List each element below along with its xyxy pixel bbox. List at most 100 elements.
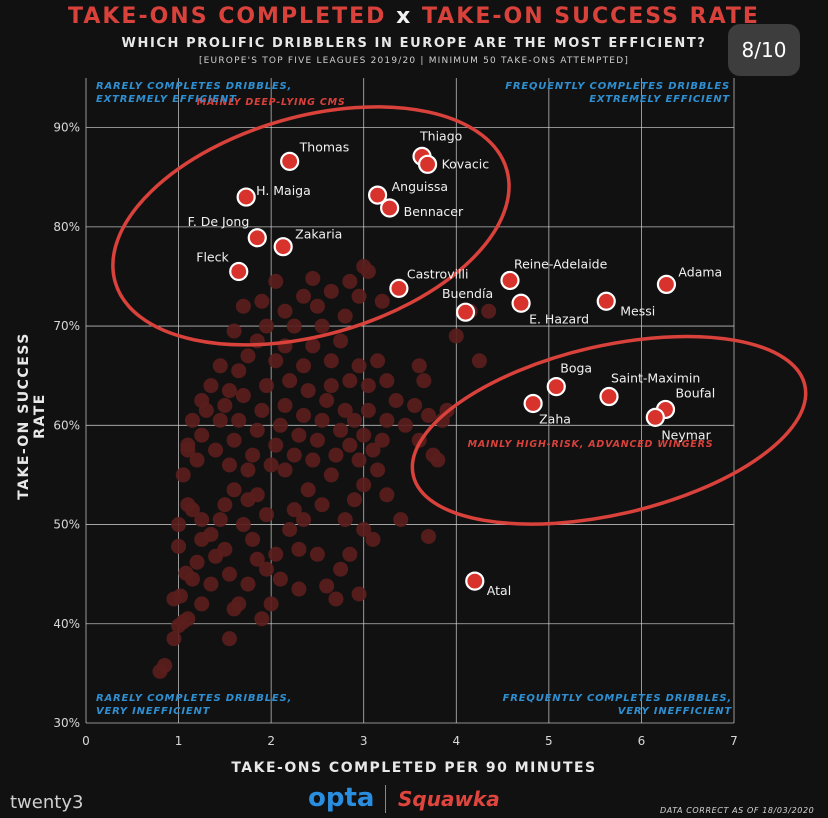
background-player-dot (217, 397, 233, 413)
y-tick-label: 70% (53, 319, 80, 333)
background-player-dot (319, 393, 335, 408)
logo-divider (385, 785, 386, 813)
corner-label-top-right: FREQUENTLY COMPLETES DRIBBLES EXTREMELY … (505, 80, 730, 106)
player-name-label: Messi (620, 303, 655, 318)
background-player-dot (259, 507, 275, 523)
background-player-dot (171, 538, 187, 554)
background-player-dot (407, 397, 423, 413)
background-player-dot (249, 422, 265, 438)
background-player-dot (296, 512, 312, 528)
y-tick-label: 40% (53, 617, 80, 631)
player-name-label: F. De Jong (188, 214, 250, 229)
background-player-dot (337, 512, 353, 528)
player-name-label: Boga (560, 361, 592, 376)
corner-top-left-text: RARELY COMPLETES DRIBBLES, EXTREMELY EFF… (96, 81, 293, 105)
opta-logo: opta (308, 783, 375, 813)
background-player-dot (314, 497, 330, 513)
x-tick-label: 0 (82, 734, 90, 748)
x-tick-label: 5 (545, 734, 553, 748)
highlighted-player-dot (523, 393, 543, 414)
player-name-label: Kovacic (442, 156, 490, 171)
background-player-dot (172, 588, 188, 604)
highlighted-player-dot (546, 377, 566, 397)
background-player-dot (235, 298, 251, 314)
background-player-dot (323, 467, 339, 483)
background-player-dot (286, 502, 302, 518)
background-player-dot (328, 591, 344, 607)
corner-label-bottom-left: RARELY COMPLETES DRIBBLES, VERY INEFFICI… (96, 692, 292, 718)
background-player-dot (416, 373, 432, 389)
background-player-dot (286, 318, 302, 334)
background-player-dot (374, 432, 390, 448)
background-player-dot (448, 328, 464, 344)
background-player-dot (351, 358, 367, 374)
background-player-dot (333, 561, 349, 577)
background-player-dot (194, 393, 210, 408)
background-player-dot (245, 447, 261, 463)
background-player-dot (245, 531, 261, 547)
background-player-dot (240, 576, 256, 592)
background-player-dot (300, 482, 316, 498)
y-tick-label: 60% (53, 418, 80, 432)
twenty3-logo: twenty3 (10, 792, 84, 813)
highlighted-player-dot (389, 278, 409, 298)
background-player-dot (272, 571, 288, 587)
background-player-dot (180, 437, 196, 453)
chart-subtitle: WHICH PROLIFIC DRIBBLERS IN EUROPE ARE T… (121, 36, 707, 51)
background-player-dot (212, 358, 228, 374)
player-name-label: Reine-Adelaide (514, 256, 608, 271)
player-name-label: Fleck (196, 250, 229, 265)
background-player-dot (333, 333, 349, 349)
background-player-dot (212, 512, 228, 528)
background-player-dot (180, 611, 196, 627)
background-player-dot (291, 541, 307, 557)
background-player-dot (231, 596, 247, 612)
background-player-dot (221, 383, 237, 399)
highlighted-player-dot (599, 386, 619, 407)
x-tick-label: 1 (175, 734, 183, 748)
background-player-dot (374, 293, 390, 309)
background-player-dot (351, 586, 367, 602)
background-player-dot (203, 526, 219, 542)
background-player-dot (194, 512, 210, 528)
background-player-dot (277, 303, 293, 319)
data-date-footnote: DATA CORRECT AS OF 18/03/2020 (660, 806, 815, 815)
background-player-dot (342, 273, 358, 289)
highlighted-player-dot (417, 154, 438, 174)
background-player-dot (282, 522, 298, 537)
background-player-dot (171, 517, 187, 533)
background-player-dot (184, 412, 200, 428)
background-player-dot (379, 412, 395, 428)
player-name-label: Atal (487, 583, 511, 598)
background-player-dot (337, 402, 353, 418)
player-name-label: Adama (678, 264, 722, 279)
x-tick-label: 7 (730, 734, 738, 748)
highlighted-player-dot (247, 228, 267, 248)
y-tick-label: 50% (53, 518, 80, 532)
background-player-dot (259, 378, 275, 394)
background-player-dot (235, 517, 251, 533)
background-player-dot (208, 442, 224, 458)
x-axis-label: TAKE-ONS COMPLETED PER 90 MINUTES (231, 760, 597, 776)
x-tick-label: 3 (360, 734, 368, 748)
background-player-dot (342, 546, 358, 562)
background-player-dot (370, 353, 386, 369)
title-part-1: TAKE-ONS COMPLETED (68, 4, 387, 29)
background-player-dot (235, 388, 251, 404)
player-name-label: Bennacer (404, 204, 464, 219)
corner-bottom-right-text: FREQUENTLY COMPLETES DRIBBLES, VERY INEF… (502, 693, 732, 717)
background-player-dot (314, 412, 330, 428)
highlighted-player-dot (273, 237, 293, 257)
player-name-label: Thomas (299, 139, 350, 154)
player-name-label: Zaha (539, 411, 571, 426)
background-player-dot (365, 442, 381, 458)
background-player-dot (346, 492, 362, 508)
y-tick-label: 30% (53, 716, 80, 730)
background-player-dot (184, 571, 200, 587)
background-player-dot (254, 611, 270, 627)
highlighted-player-dot (455, 302, 476, 322)
background-player-dot (388, 393, 404, 408)
background-player-dot (240, 462, 256, 478)
background-player-dot (430, 452, 446, 468)
background-player-dot (296, 288, 312, 304)
